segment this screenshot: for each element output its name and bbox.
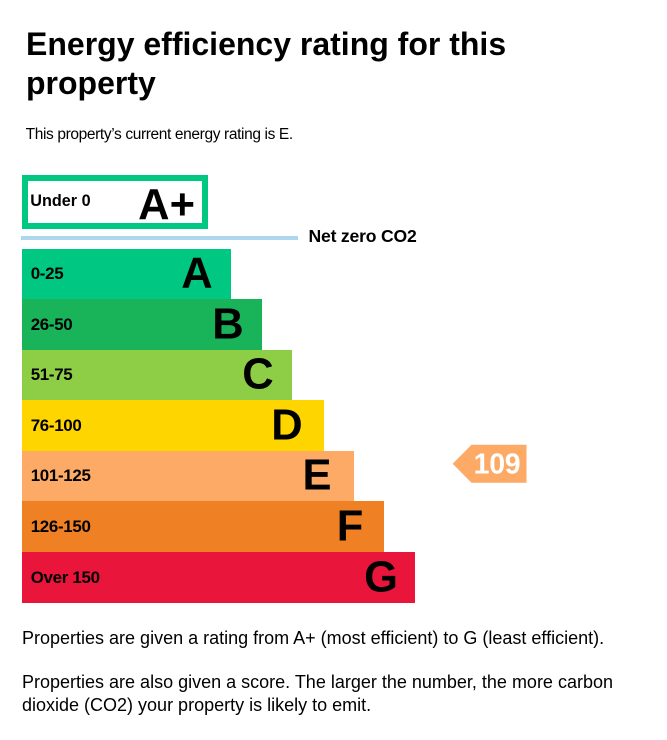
svg-text:109: 109 bbox=[474, 449, 521, 481]
